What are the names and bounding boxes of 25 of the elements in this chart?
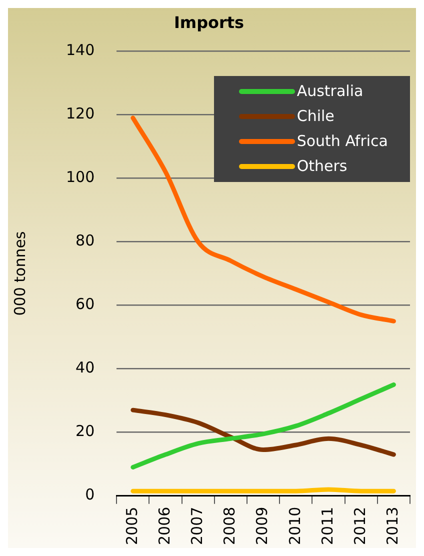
y-tick-label: 60	[76, 295, 95, 314]
legend-label: Others	[296, 156, 348, 177]
y-tick-label: 20	[76, 422, 95, 440]
x-tick-label: 2010	[286, 506, 304, 546]
x-tick-label: 2011	[318, 506, 336, 546]
chart-title: Imports	[174, 12, 244, 32]
legend-label: South Africa	[296, 131, 388, 152]
x-tick-label: 2006	[155, 506, 174, 546]
y-tick-label: 100	[66, 168, 95, 186]
y-axis-title: 000 tonnes	[10, 231, 29, 316]
y-tick-label: 120	[66, 104, 95, 123]
y-tick-label: 80	[76, 232, 95, 250]
line-series	[130, 382, 396, 470]
line-series	[130, 408, 396, 457]
x-tick-label: 2013	[384, 506, 402, 546]
x-tick-label: 2008	[220, 506, 239, 546]
x-tick-label: 2007	[188, 506, 206, 546]
x-tick-label: 2012	[350, 506, 369, 546]
y-tick-label: 40	[76, 358, 95, 377]
x-tick-label: 2009	[253, 506, 272, 546]
y-tick-label: 0	[85, 486, 95, 504]
y-tick-label: 140	[66, 41, 95, 60]
legend-label: Australia	[296, 81, 364, 102]
x-tick-label: 2005	[122, 506, 141, 546]
legend-label: Chile	[296, 106, 334, 127]
